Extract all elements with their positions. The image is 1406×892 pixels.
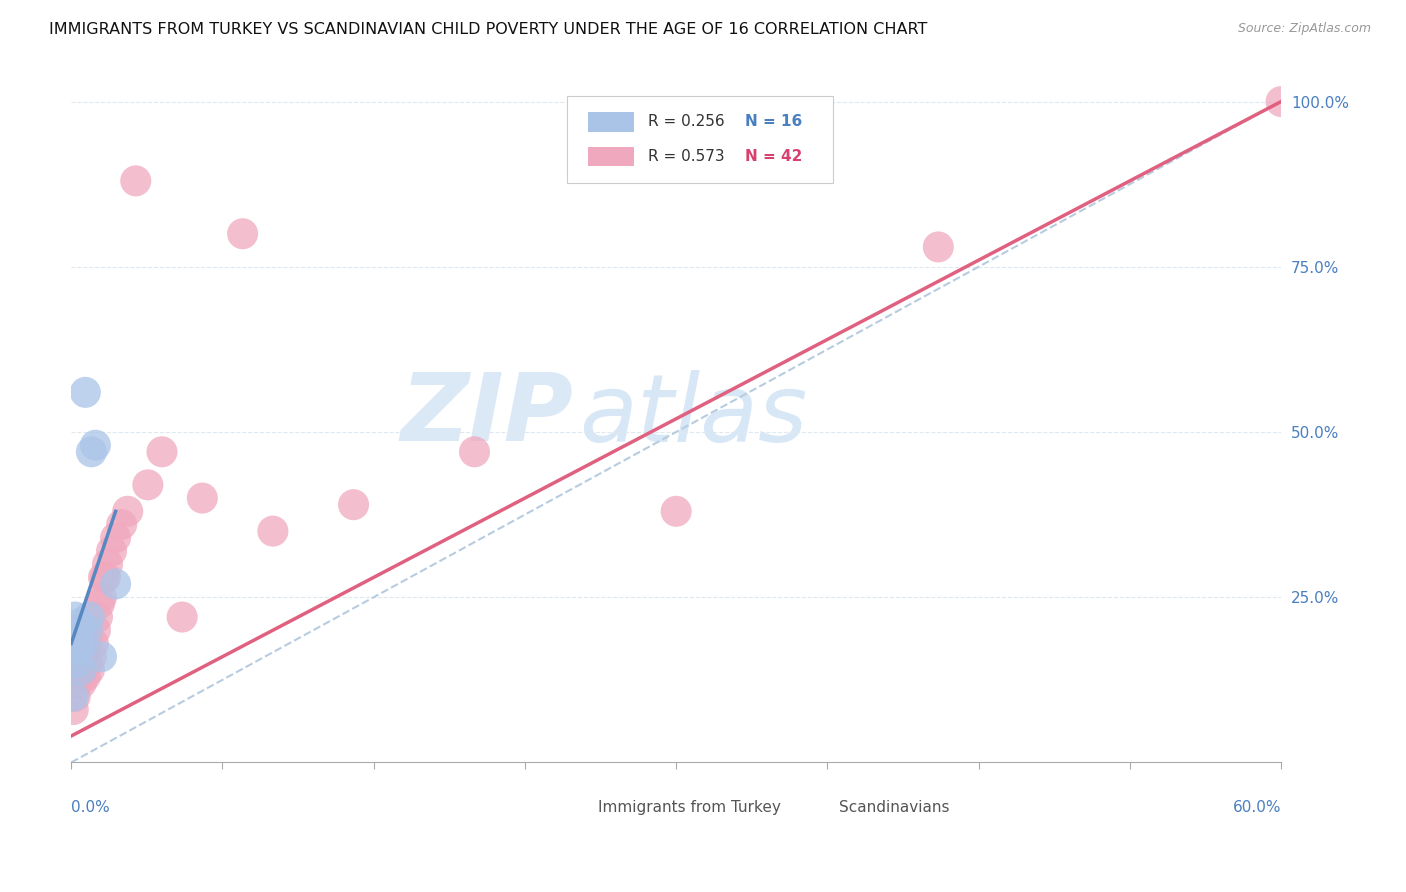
Point [104,577,127,591]
Point [90,649,112,664]
Text: Immigrants from Turkey: Immigrants from Turkey [598,800,780,815]
Point [62,690,84,704]
Point [76,630,98,644]
FancyBboxPatch shape [537,797,583,817]
Point [66,630,89,644]
FancyBboxPatch shape [588,112,634,132]
Text: 0.0%: 0.0% [72,800,110,815]
Point [62,702,84,716]
Point [79,610,101,624]
Point [67,663,90,677]
FancyBboxPatch shape [567,96,834,183]
Point [89,597,111,611]
Point [62,663,84,677]
Point [80,445,103,459]
Point [66,643,89,657]
Point [67,636,90,650]
Point [232,227,254,241]
Point [70,663,93,677]
Point [79,663,101,677]
Y-axis label: Child Poverty Under the Age of 16: Child Poverty Under the Age of 16 [0,291,7,541]
Point [125,174,148,188]
Point [342,498,364,512]
Point [66,643,89,657]
Point [65,657,87,671]
Point [100,544,122,558]
Point [72,636,94,650]
Point [464,445,486,459]
Text: 60.0%: 60.0% [1233,800,1281,815]
Point [84,624,107,638]
Point [86,610,108,624]
Point [62,624,84,638]
Point [94,570,117,584]
Point [82,636,104,650]
Point [262,524,284,538]
Point [93,570,115,584]
Text: N = 16: N = 16 [745,114,803,129]
Text: IMMIGRANTS FROM TURKEY VS SCANDINAVIAN CHILD POVERTY UNDER THE AGE OF 16 CORRELA: IMMIGRANTS FROM TURKEY VS SCANDINAVIAN C… [49,22,928,37]
Point [150,445,173,459]
FancyBboxPatch shape [588,147,634,167]
Text: atlas: atlas [579,370,807,461]
Text: R = 0.256: R = 0.256 [648,114,725,129]
Point [84,438,107,452]
Point [70,649,93,664]
Point [665,504,688,518]
Point [67,616,90,631]
Point [191,491,214,505]
Point [75,385,97,400]
Point [927,240,949,254]
Point [75,643,97,657]
Text: Scandinavians: Scandinavians [839,800,950,815]
Text: R = 0.573: R = 0.573 [648,149,725,164]
Point [172,610,194,624]
Point [76,657,98,671]
Text: N = 42: N = 42 [745,149,803,164]
Point [96,557,118,571]
Point [111,517,134,532]
Point [76,624,98,638]
Point [72,636,94,650]
Point [104,531,127,545]
Point [66,676,89,690]
Point [72,663,94,677]
Point [65,690,87,704]
Point [90,591,112,605]
Point [75,669,97,683]
FancyBboxPatch shape [779,797,825,817]
Point [65,610,87,624]
Point [136,478,159,492]
Point [65,649,87,664]
Point [1270,95,1292,109]
Point [70,676,93,690]
Point [117,504,139,518]
Text: ZIP: ZIP [401,369,574,461]
Text: Source: ZipAtlas.com: Source: ZipAtlas.com [1237,22,1371,36]
Point [80,649,103,664]
